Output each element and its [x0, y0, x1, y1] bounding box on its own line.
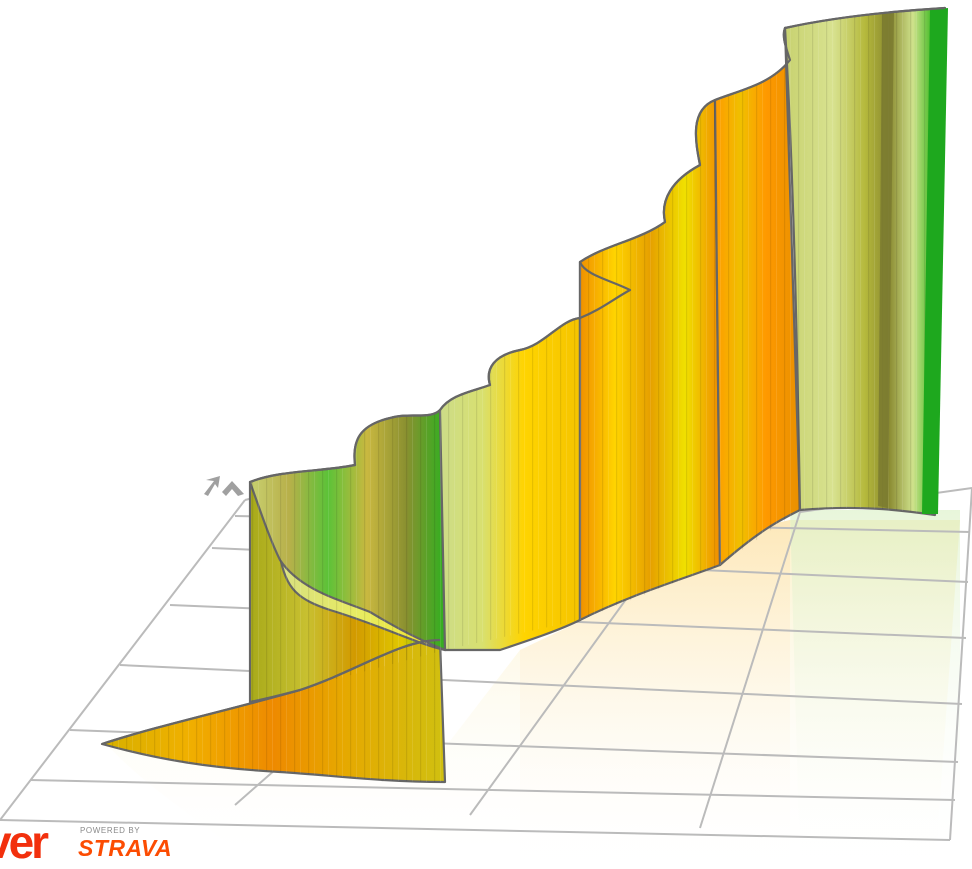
- direction-arrow-icon: [204, 476, 244, 496]
- brand-logo: ver: [0, 816, 49, 868]
- strava-logo: STRAVA: [78, 835, 173, 861]
- powered-by-label: POWERED BY: [80, 826, 141, 835]
- elevation-ribbon: [100, 6, 948, 784]
- ribbon-top-outline: [101, 6, 946, 746]
- floor-reflection: [110, 510, 960, 869]
- summit-green-band: [922, 8, 948, 514]
- brand-footer: ver POWERED BY STRAVA: [0, 809, 200, 869]
- summit-shadow-band: [878, 13, 894, 508]
